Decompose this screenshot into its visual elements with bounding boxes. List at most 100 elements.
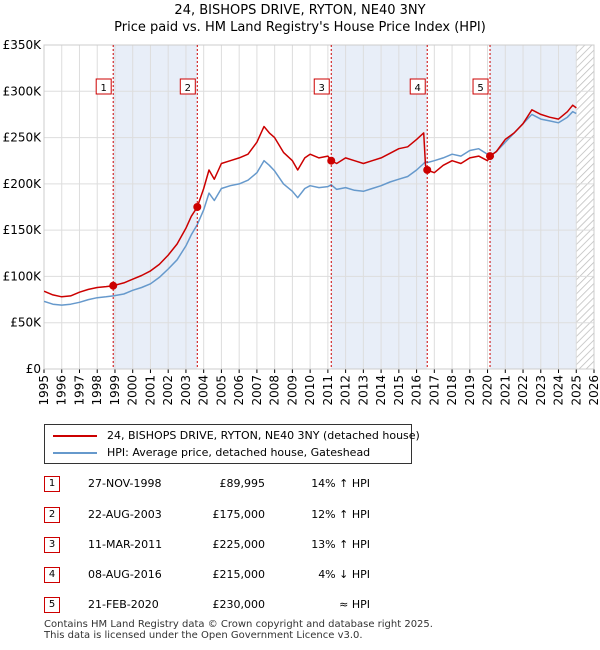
sale-marker-badge-label: 1 [101,83,107,94]
sale-number-badge: 3 [44,537,60,553]
shaded-band [490,45,577,369]
x-tick-label: 2001 [143,375,157,406]
chart-title-block: 24, BISHOPS DRIVE, RYTON, NE40 3NY Price… [0,2,600,36]
x-tick-label: 2002 [161,375,175,406]
x-tick-label: 2019 [463,375,477,406]
sale-marker-badge-label: 5 [477,83,483,94]
x-tick-label: 2009 [285,375,299,406]
sale-date: 21-FEB-2020 [88,598,159,611]
sale-point [327,156,336,165]
sale-marker-badge-label: 3 [319,83,325,94]
sale-point [486,152,495,161]
x-tick-label: 2018 [445,375,459,406]
sale-price: £230,000 [212,598,266,611]
sale-number-badge: 2 [44,507,60,523]
x-tick-label: 2020 [481,375,495,406]
x-tick-label: 2022 [516,375,530,406]
legend-line-hpi [53,452,97,454]
x-tick-label: 2005 [214,375,228,406]
sale-marker-badge [409,78,426,95]
y-tick-label: £150K [3,223,43,237]
shaded-band [113,45,198,369]
sale-hpi-comparison: 14% ↑ HPI [311,477,370,490]
legend-label-property: 24, BISHOPS DRIVE, RYTON, NE40 3NY (deta… [107,429,420,442]
legend-line-property [53,435,97,437]
x-tick-label: 2000 [126,375,140,406]
sale-number-badge: 1 [44,476,60,492]
sale-number-badge: 5 [44,597,60,613]
axis-layer: £0 £50K £100K £150K £200K £250K £300K £350K 1995… [3,38,600,406]
y-tick-label: £0 [26,362,41,376]
y-tick-label: £50K [10,316,42,330]
chart-subtitle: Price paid vs. HM Land Registry's House … [114,20,486,35]
sale-point [193,203,202,211]
y-tick-label: £350K [3,38,43,52]
x-tick-label: 1997 [72,375,86,406]
x-tick-label: 2014 [374,375,388,406]
x-tick-label: 2017 [427,375,441,406]
x-tick-label: 2024 [552,375,566,406]
sale-hpi-comparison: 12% ↑ HPI [311,508,370,521]
footer-line-copyright: Contains HM Land Registry data © Crown c… [44,619,433,630]
sale-price: £89,995 [219,477,266,490]
x-tick-label: 2004 [197,375,211,406]
sale-date: 11-MAR-2011 [88,538,163,551]
sale-price: £225,000 [212,538,266,551]
x-tick-label: 1999 [108,375,122,406]
sale-date: 22-AUG-2003 [88,508,162,521]
sale-marker-badge [313,78,330,95]
sale-hpi-comparison: 4% ↓ HPI [318,568,370,581]
shaded-band [331,45,428,369]
sale-hpi-comparison: 13% ↑ HPI [311,538,370,551]
x-tick-label: 2003 [179,375,193,406]
footer-attribution: Contains HM Land Registry data © Crown c… [44,619,433,641]
marker-layer: 1 2 3 4 5 [95,45,495,369]
y-tick-label: £100K [3,269,43,283]
x-tick-label: 2008 [268,375,282,406]
y-tick-label: £200K [3,177,43,191]
sale-point [423,165,432,174]
plot-frame [43,44,595,370]
sale-marker-badge [179,78,196,95]
sale-marker-badge [472,78,489,95]
x-tick-label: 2026 [587,375,600,406]
sale-date: 27-NOV-1998 [88,477,162,490]
sale-row: 3 11-MAR-2011 £225,000 13% ↑ HPI [0,537,600,557]
sale-row: 2 22-AUG-2003 £175,000 12% ↑ HPI [0,507,600,527]
legend-label-hpi: HPI: Average price, detached house, Gate… [107,446,371,459]
footer-line-license: This data is licensed under the Open Gov… [44,630,363,641]
x-tick-label: 2007 [250,375,264,406]
sale-hpi-comparison: ≈ HPI [339,598,370,611]
sale-price: £175,000 [212,508,266,521]
price-chart: £0 £50K £100K £150K £200K £250K £300K £350K 1995… [3,38,600,406]
sale-row: 1 27-NOV-1998 £89,995 14% ↑ HPI [0,476,600,496]
forecast-hatch [576,45,594,369]
sale-marker-badge-label: 2 [185,83,191,94]
x-tick-label: 2025 [569,375,583,406]
x-tick-label: 1996 [55,375,69,406]
chart-title: 24, BISHOPS DRIVE, RYTON, NE40 3NY [174,3,426,18]
sale-marker-badge [95,78,112,95]
x-tick-label: 2021 [498,375,512,406]
x-tick-label: 1995 [37,375,51,406]
x-tick-label: 2012 [339,375,353,406]
x-tick-label: 2015 [392,375,406,406]
y-tick-label: £250K [3,131,43,145]
x-tick-label: 2023 [534,375,548,406]
sale-row: 5 21-FEB-2020 £230,000 ≈ HPI [0,597,600,617]
background-layer [44,45,594,369]
sale-price: £215,000 [212,568,266,581]
x-tick-label: 2016 [410,375,424,406]
sale-marker-badge-label: 4 [415,83,421,94]
x-tick-label: 2013 [356,375,370,406]
x-tick-label: 2010 [303,375,317,406]
sale-date: 08-AUG-2016 [88,568,162,581]
x-tick-label: 2011 [321,375,335,406]
y-tick-label: £300K [3,84,43,98]
sale-row: 4 08-AUG-2016 £215,000 4% ↓ HPI [0,567,600,587]
x-tick-label: 1998 [90,375,104,406]
x-tick-label: 2006 [232,375,246,406]
legend: 24, BISHOPS DRIVE, RYTON, NE40 3NY (deta… [44,424,420,464]
sale-number-badge: 4 [44,567,60,583]
sale-point [109,281,118,290]
